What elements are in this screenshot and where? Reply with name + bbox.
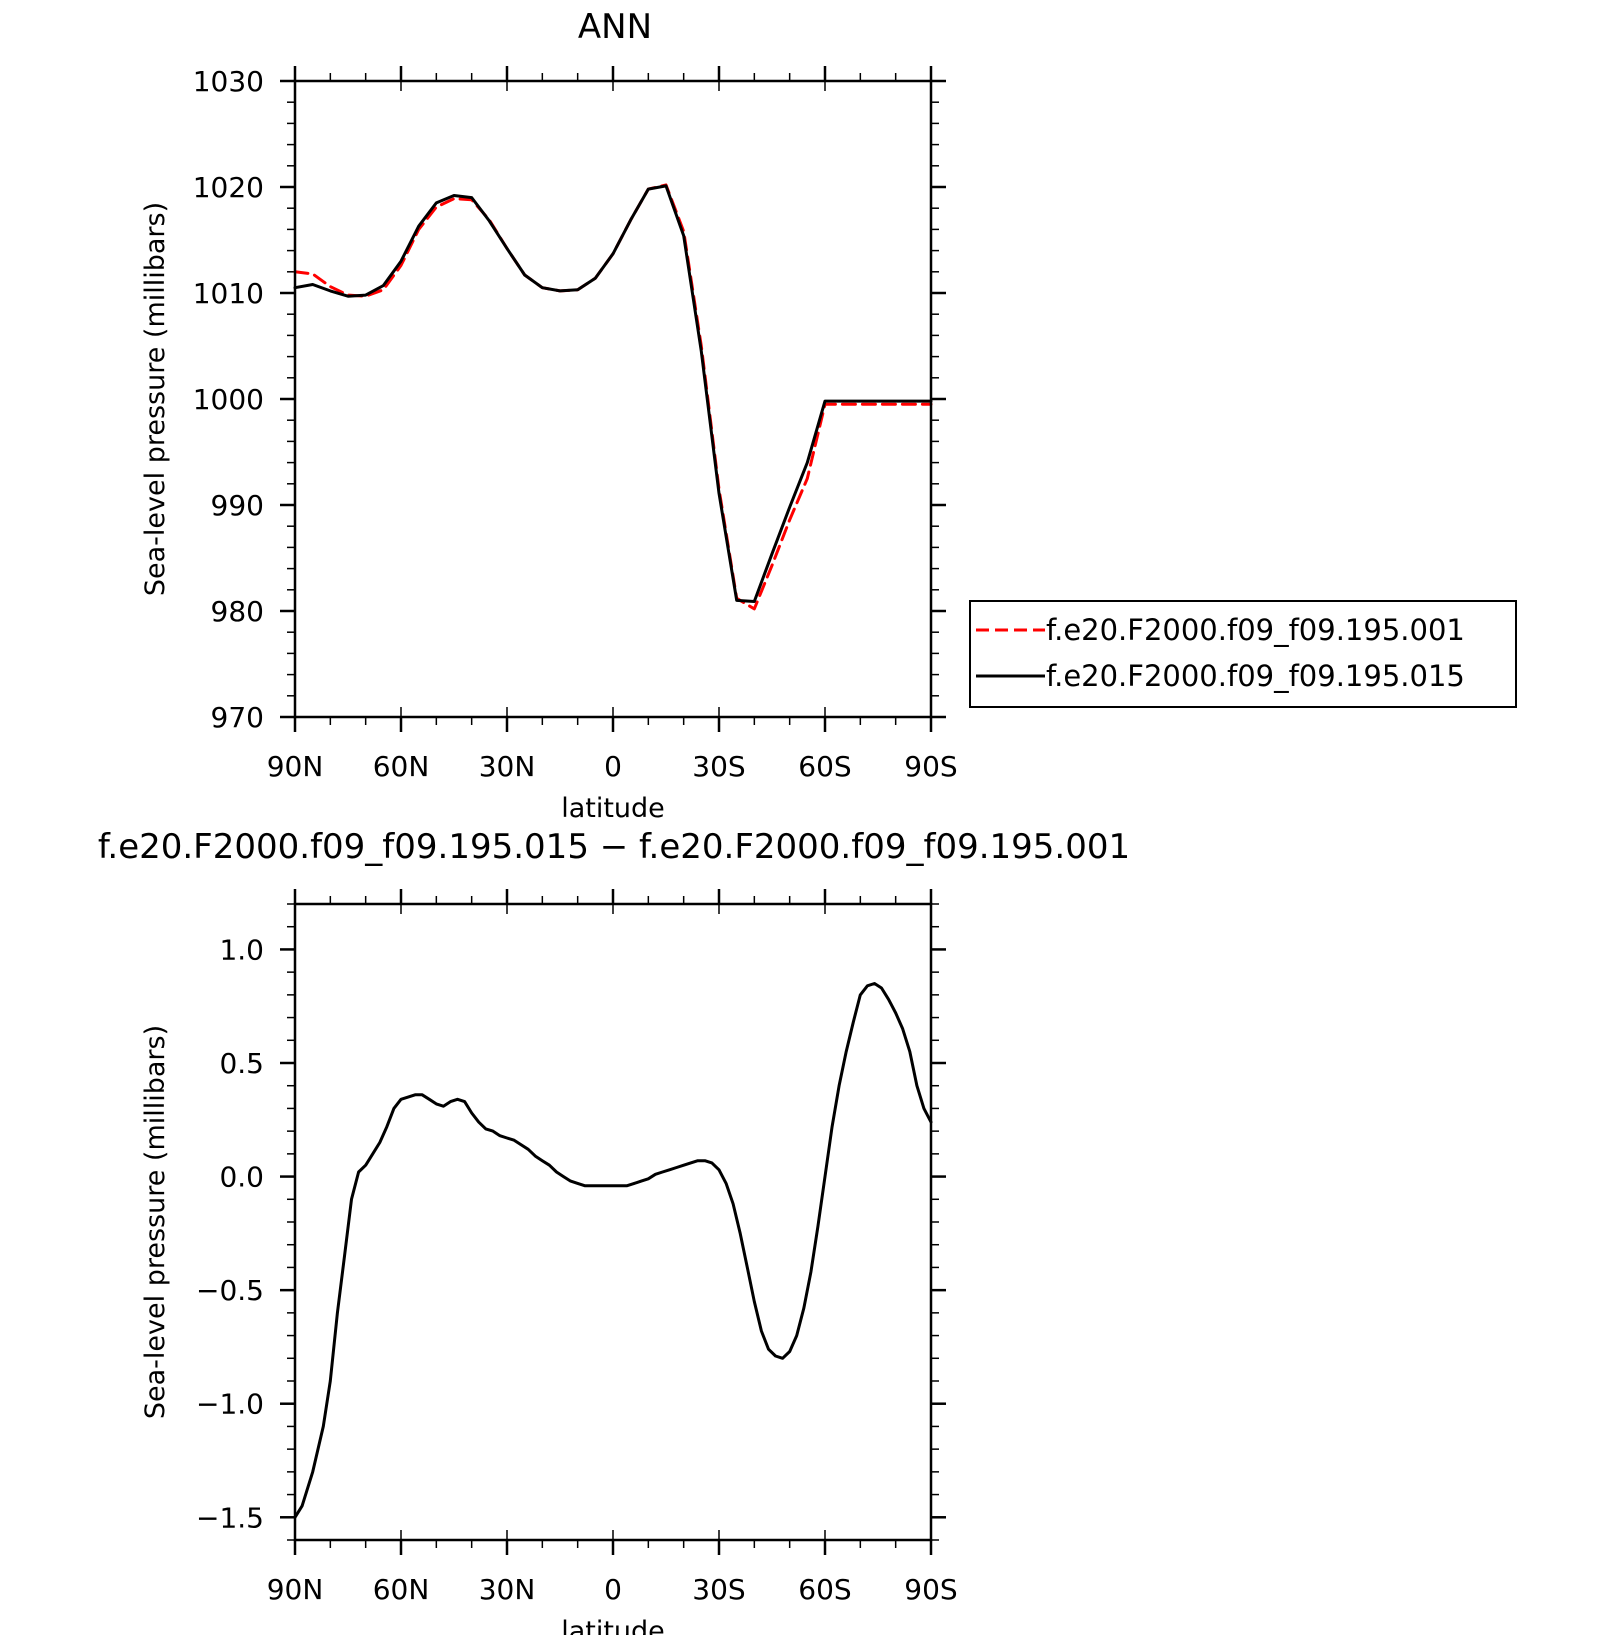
x-tick-label: 60N <box>373 750 430 783</box>
x-tick-label: 90S <box>904 750 957 783</box>
x-tick-label: 30N <box>479 750 536 783</box>
bottom-tick-marks <box>280 889 946 1555</box>
y-tick-label: 1020 <box>193 171 264 204</box>
top-plot-frame <box>293 79 933 719</box>
y-tick-label: −0.5 <box>196 1274 264 1307</box>
x-tick-label: 60S <box>798 750 851 783</box>
bottom-series-lines <box>293 982 933 1519</box>
y-tick-label: 970 <box>211 701 264 734</box>
x-tick-label: 0 <box>604 750 622 783</box>
y-tick-label: 1000 <box>193 383 264 416</box>
x-tick-label: 30N <box>479 1573 536 1606</box>
series-line-0-0 <box>293 183 933 611</box>
x-tick-label: 30S <box>692 750 745 783</box>
legend-box <box>969 600 1517 708</box>
y-tick-label: 1010 <box>193 277 264 310</box>
bottom-chart-title: f.e20.F2000.f09_f09.195.015 − f.e20.F200… <box>98 827 1130 867</box>
bottom-y-axis-label: Sea-level pressure (millibars) <box>140 1025 171 1419</box>
y-tick-label: 980 <box>211 595 264 628</box>
series-line-1-0 <box>293 982 933 1519</box>
top-y-tick-labels: 970 980 990 1000 1010 1020 1030 <box>193 65 264 734</box>
y-tick-label: 0.0 <box>219 1161 264 1194</box>
x-tick-label: 60S <box>798 1573 851 1606</box>
x-tick-label: 0 <box>604 1573 622 1606</box>
top-y-axis-label: Sea-level pressure (millibars) <box>140 202 171 596</box>
y-tick-label: −1.5 <box>196 1501 264 1534</box>
top-chart: ANN 970 980 990 1000 1010 1020 1030 90N 60N 30N 0… <box>140 7 958 824</box>
x-tick-label: 90N <box>267 1573 324 1606</box>
y-tick-label: 1030 <box>193 65 264 98</box>
y-tick-label: 1.0 <box>219 933 264 966</box>
x-tick-label: 90S <box>904 1573 957 1606</box>
top-tick-marks <box>280 66 946 732</box>
bottom-x-axis-label: latitude <box>561 1616 665 1635</box>
x-tick-label: 90N <box>267 750 324 783</box>
legend-label-015: f.e20.F2000.f09_f09.195.015 <box>1046 659 1465 693</box>
legend: f.e20.F2000.f09_f09.195.001 f.e20.F2000.… <box>969 600 1517 708</box>
y-tick-label: −1.0 <box>196 1388 264 1421</box>
bottom-y-tick-labels: −1.5 −1.0 −0.5 0.0 0.5 1.0 <box>196 933 264 1534</box>
x-tick-label: 30S <box>692 1573 745 1606</box>
bottom-x-tick-labels: 90N 60N 30N 0 30S 60S 90S <box>267 1573 958 1606</box>
top-chart-title: ANN <box>578 7 652 47</box>
x-tick-label: 60N <box>373 1573 430 1606</box>
top-series-lines <box>293 183 933 611</box>
bottom-plot-frame <box>293 902 933 1542</box>
y-tick-label: 990 <box>211 489 264 522</box>
legend-label-001: f.e20.F2000.f09_f09.195.001 <box>1046 613 1465 647</box>
series-line-0-1 <box>293 184 933 603</box>
top-x-tick-labels: 90N 60N 30N 0 30S 60S 90S <box>267 750 958 783</box>
top-x-axis-label: latitude <box>561 793 665 824</box>
bottom-chart: f.e20.F2000.f09_f09.195.015 − f.e20.F200… <box>98 827 1130 1635</box>
y-tick-label: 0.5 <box>219 1047 264 1080</box>
